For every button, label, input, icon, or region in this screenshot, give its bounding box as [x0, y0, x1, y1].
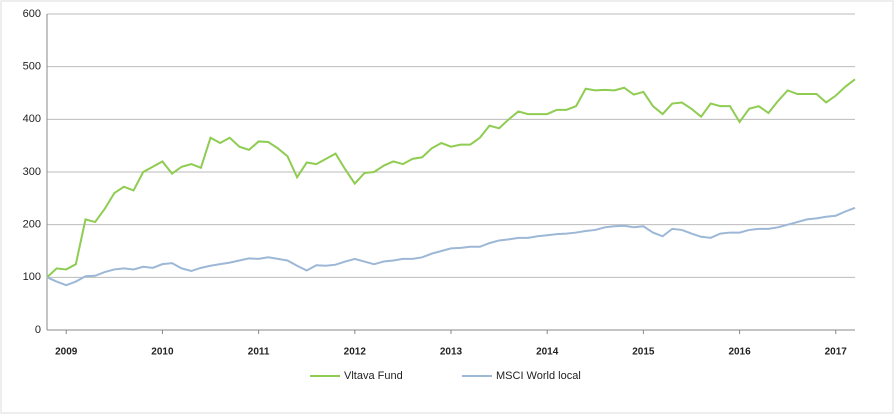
x-tick-label: 2015: [632, 347, 655, 358]
y-tick-label: 300: [23, 166, 41, 178]
legend-label: Vltava Fund: [344, 370, 403, 382]
y-tick-label: 200: [23, 219, 41, 231]
x-tick-label: 2014: [536, 347, 559, 358]
x-tick-label: 2013: [440, 347, 463, 358]
y-tick-label: 600: [23, 8, 41, 20]
legend-label: MSCI World local: [496, 370, 581, 382]
x-tick-label: 2012: [344, 347, 367, 358]
x-tick-label: 2017: [825, 347, 848, 358]
y-tick-label: 0: [35, 324, 41, 336]
x-tick-label: 2016: [728, 347, 751, 358]
x-tick-label: 2009: [55, 347, 78, 358]
y-tick-label: 500: [23, 61, 41, 73]
series-line: [46, 78, 856, 279]
y-tick-label: 100: [23, 271, 41, 283]
x-tick-label: 2011: [248, 347, 270, 358]
y-tick-label: 400: [23, 113, 41, 125]
series-line: [46, 206, 856, 287]
x-tick-label: 2010: [151, 347, 174, 358]
